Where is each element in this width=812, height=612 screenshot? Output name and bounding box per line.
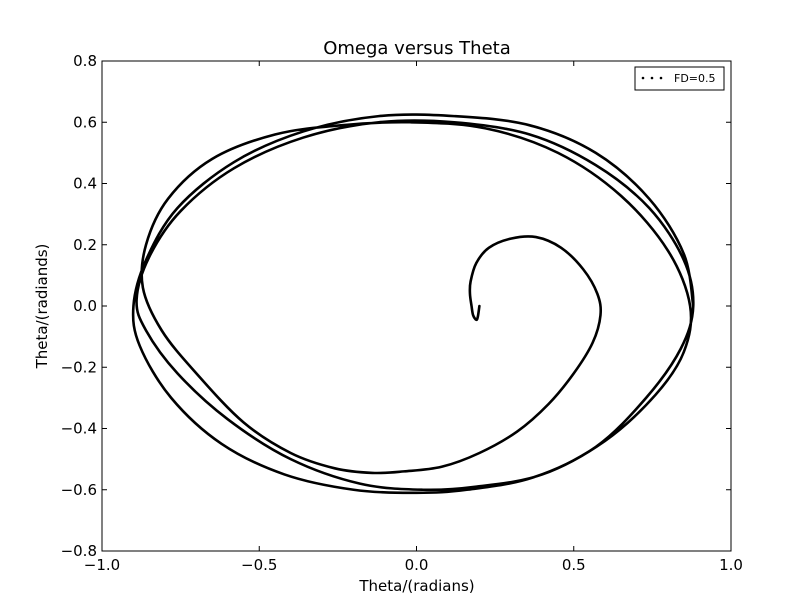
x-tick-label: 0.5 [562, 556, 586, 574]
legend: FD=0.5 [634, 66, 725, 91]
y-tick-label: −0.6 [61, 481, 97, 499]
legend-marker-dot [650, 76, 654, 80]
chart-title: Omega versus Theta [323, 38, 511, 59]
y-tick-label: 0.6 [73, 113, 97, 131]
x-tick-label: −0.5 [241, 556, 277, 574]
series-line-0 [131, 113, 695, 495]
legend-marker-dot [659, 76, 663, 80]
y-axis-label: Theta/(radiands) [33, 244, 51, 370]
legend-label: FD=0.5 [674, 72, 716, 85]
data-series-group [131, 113, 695, 495]
x-tick-label: 0.0 [405, 556, 429, 574]
x-axis-ticks: −1.0 −0.5 0.0 0.5 1.0 [84, 61, 743, 574]
y-tick-label: 0.0 [73, 297, 97, 315]
y-tick-label: 0.2 [73, 236, 97, 254]
y-tick-label: −0.8 [61, 542, 97, 560]
y-axis-ticks: −0.8 −0.6 −0.4 −0.2 0.0 0.2 0.4 0.6 0.8 [61, 52, 731, 560]
x-tick-label: 1.0 [719, 556, 743, 574]
y-tick-label: 0.4 [73, 175, 97, 193]
y-tick-label: 0.8 [73, 52, 97, 70]
legend-marker-dot [641, 76, 645, 80]
x-tick-label: −1.0 [84, 556, 120, 574]
y-tick-label: −0.4 [61, 420, 97, 438]
x-axis-label: Theta/(radians) [358, 577, 474, 595]
y-tick-label: −0.2 [61, 358, 97, 376]
legend-box [634, 66, 725, 91]
